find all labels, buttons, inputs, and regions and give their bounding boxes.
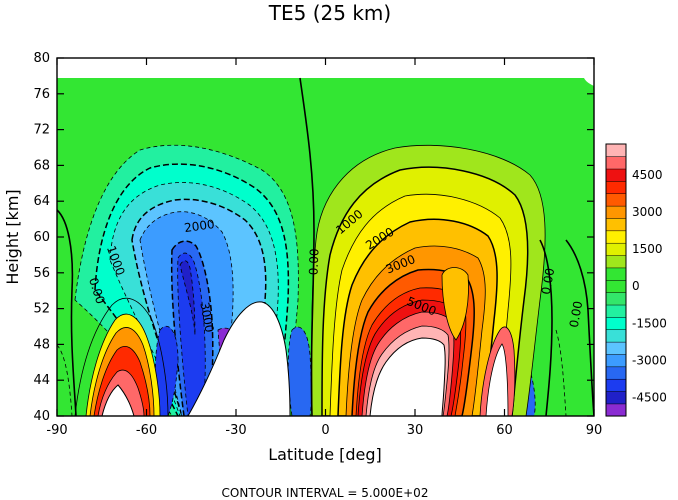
contour-label: 2000: [183, 217, 215, 235]
white-region-north-inner: [369, 337, 446, 416]
contour-label: 0.00: [307, 248, 322, 275]
colorbar-segment: [605, 242, 627, 256]
y-axis-label: Height [km]: [3, 189, 22, 284]
colorbar-segment: [605, 168, 627, 182]
colorbar-segment: [605, 205, 627, 219]
neg-contour-small-2: [287, 326, 312, 416]
y-tick-label: 52: [33, 302, 50, 317]
x-axis-label: Latitude [deg]: [268, 445, 382, 464]
pos-contour-south-500: [74, 297, 169, 416]
white-region-corner: [584, 78, 594, 86]
colorbar-segment: [605, 267, 627, 281]
neg-contour-edge-n: [555, 329, 567, 416]
neg-contour-small-1: [154, 325, 179, 416]
colorbar-segment: [605, 304, 627, 318]
colorbar-tick-label: 3000: [632, 205, 663, 219]
contour-label: 0.00: [567, 300, 585, 329]
x-axis: -90 -60 -30 0 30 60 90: [46, 58, 602, 438]
zero-contour-south: [57, 209, 77, 416]
y-tick-label: 40: [33, 409, 50, 424]
y-tick-label: 56: [33, 266, 50, 281]
y-tick-label: 48: [33, 337, 50, 352]
colorbar: 4500 3000 1500 0 -1500 -3000 -4500: [605, 143, 667, 417]
x-tick-label: 60: [496, 423, 513, 438]
zero-contour-north-1: [539, 239, 553, 416]
zero-contour-central: [299, 77, 315, 416]
colorbar-segment: [605, 230, 627, 244]
colorbar-segment: [605, 329, 627, 343]
colorbar-segment: [605, 217, 627, 232]
neg-contour-4000: [179, 260, 196, 336]
contour-label: 3000: [197, 301, 216, 334]
x-tick-label: 0: [321, 423, 329, 438]
neg-contour-3500: [177, 252, 206, 416]
colorbar-tick-label: 4500: [632, 168, 663, 182]
y-tick-label: 44: [33, 373, 50, 388]
zero-contour-north-2: [565, 239, 594, 416]
colorbar-segment: [605, 279, 627, 293]
y-tick-label: 60: [33, 230, 50, 245]
x-tick-label: -60: [136, 423, 157, 438]
contour-interval-note: CONTOUR INTERVAL = 5.000E+02: [222, 486, 429, 500]
x-tick-label: 30: [407, 423, 424, 438]
colorbar-frame: [605, 143, 627, 417]
colorbar-segment: [605, 255, 627, 269]
y-tick-label: 80: [33, 51, 50, 66]
colorbar-segment: [605, 156, 627, 170]
yellow-pocket: [441, 267, 469, 341]
colorbar-segment: [605, 341, 627, 355]
y-tick-label: 72: [33, 123, 50, 138]
colorbar-segment: [605, 180, 627, 195]
colorbar-tick-label: 0: [632, 279, 640, 293]
colorbar-tick-label: -3000: [632, 353, 667, 367]
y-axis: 40 44 48 52 56 60 64 68 72 76 80: [33, 51, 594, 424]
y-tick-label: 64: [33, 194, 50, 209]
colorbar-tick-label: -4500: [632, 390, 667, 404]
colorbar-segment: [605, 378, 627, 392]
x-tick-label: 90: [586, 423, 603, 438]
white-region-south-2: [187, 301, 291, 416]
neg-contour-edge: [57, 344, 73, 416]
colorbar-segment: [605, 391, 627, 405]
y-tick-label: 68: [33, 158, 50, 173]
colorbar-segment: [605, 143, 627, 157]
colorbar-segment: [605, 193, 627, 207]
colorbar-tick-label: -1500: [632, 316, 667, 330]
contour-label: 0.00: [539, 267, 557, 296]
x-tick-label: -90: [46, 423, 67, 438]
colorbar-segment: [605, 403, 627, 417]
colorbar-segment: [605, 366, 627, 380]
colorbar-segment: [605, 292, 627, 306]
colorbar-segment: [605, 353, 627, 368]
x-tick-label: -30: [225, 423, 246, 438]
colorbar-tick-label: 1500: [632, 242, 663, 256]
y-tick-label: 76: [33, 87, 50, 102]
pos-contour-60n-inner: [485, 343, 509, 416]
colorbar-segment: [605, 316, 627, 331]
plot-area: 2000 1000 0.00 3000 0.00 1000 2000 3000 …: [57, 58, 594, 416]
white-region-south-1b: [101, 384, 135, 416]
chart-title: TE5 (25 km): [268, 1, 391, 25]
